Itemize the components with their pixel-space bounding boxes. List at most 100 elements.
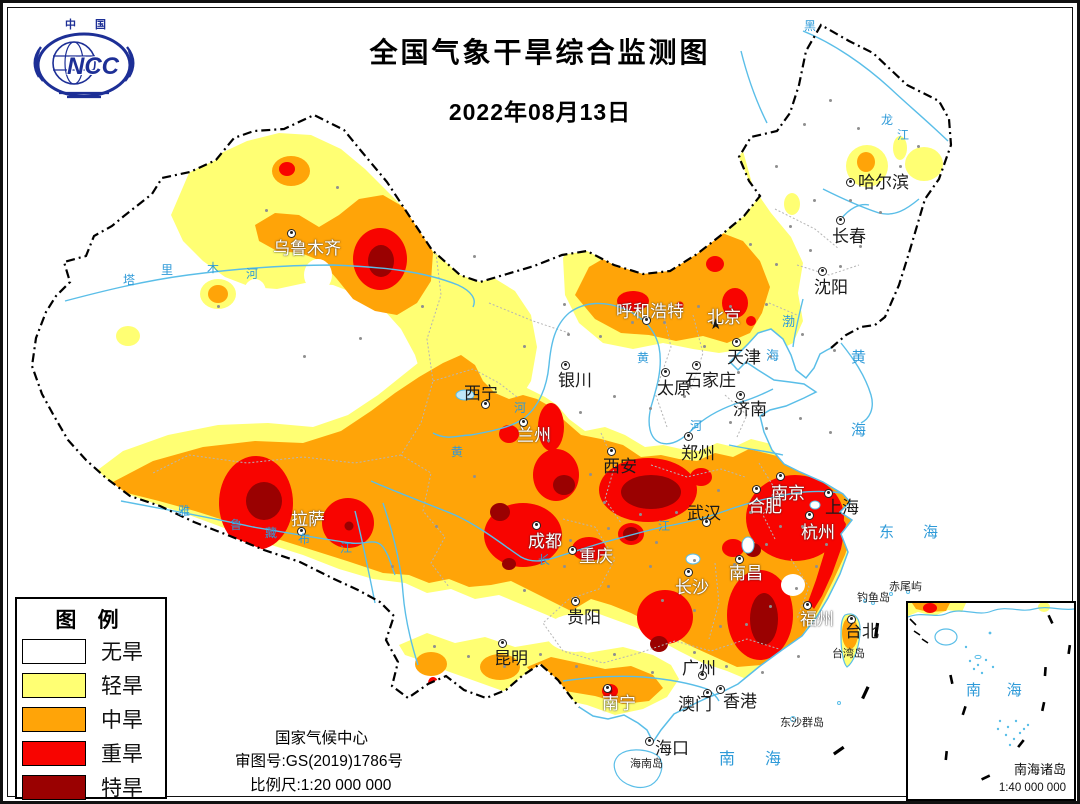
argun-river [740,50,768,124]
city-marker-南昌 [735,555,744,564]
town-dot-79 [917,145,920,148]
city-marker-天津 [732,338,741,347]
town-dot-24 [769,605,772,608]
city-label-上海: 上海 [825,498,859,517]
town-dot-67 [663,321,666,324]
town-dot-21 [693,609,696,612]
town-dot-85 [775,263,778,266]
legend-label-moderate: 中旱 [101,708,143,732]
city-marker-合肥 [752,485,761,494]
city-marker-广州 [698,671,707,680]
footer-org: 国家气候中心 [275,730,369,747]
town-dot-46 [575,665,578,668]
river-label-char-3: 河 [246,267,259,281]
city-label-太原: 太原 [657,379,691,398]
city-label-福州: 福州 [800,610,834,629]
city-marker-昆明 [498,639,507,648]
town-dot-35 [693,559,696,562]
legend-label-extreme: 特旱 [101,776,143,800]
town-dot-82 [803,123,806,126]
river-label-char-16: 龙 [881,113,894,127]
city-label-兰州: 兰州 [517,426,551,445]
town-dot-45 [613,653,616,656]
songhua-river [822,188,920,215]
city-label-郑州: 郑州 [681,444,715,463]
town-dot-23 [745,623,748,626]
city-marker-dot [664,370,667,374]
city-marker-dot [755,487,758,491]
city-label-银川: 银川 [558,371,592,390]
yellow-river [470,302,774,445]
yangtze-river [370,480,842,562]
footer-scale: 比例尺:1:20 000 000 [250,776,392,794]
city-marker-dot [701,673,704,677]
city-marker-dot [522,420,525,424]
town-dot-63 [833,349,836,352]
town-dot-16 [563,565,566,568]
city-label-长春: 长春 [832,227,866,246]
city-label-成都: 成都 [528,532,562,551]
city-label-南昌: 南昌 [729,564,763,583]
river-label-char-5: 河 [514,401,527,415]
city-marker-dot [735,340,738,344]
town-dot-44 [651,671,654,674]
city-marker-重庆 [568,546,577,555]
town-dot-38 [801,525,804,528]
legend-swatch-none [22,638,86,664]
town-dot-17 [523,589,526,592]
city-label-武汉: 武汉 [687,504,721,523]
river-label-char-8: 长 [538,553,551,567]
legend-label-light: 轻旱 [101,674,143,698]
sea-label-char-4: 东 [879,525,895,541]
river-label-char-11: 鲁 [230,518,243,532]
city-label-沈阳: 沈阳 [814,278,848,297]
city-marker-福州 [803,601,812,610]
town-dot-55 [683,395,686,398]
town-dot-69 [599,335,602,338]
town-dot-75 [813,199,816,202]
river-label-char-14: 江 [340,541,353,555]
footer-block: 国家气候中心 审图号:GS(2019)1786号 比例尺:1:20 000 00… [235,727,403,797]
city-marker-兰州 [519,418,528,427]
town-dot-84 [749,243,752,246]
city-marker-dot [706,691,709,695]
city-marker-dot [687,434,690,438]
city-label-天津: 天津 [727,348,761,367]
town-dot-76 [789,225,792,228]
city-label-南宁: 南宁 [602,694,636,713]
yarlung-river [120,500,396,576]
inset-coastline [908,606,1074,618]
city-marker-dot [610,449,613,453]
town-dot-53 [799,417,802,420]
river-label-char-9: 江 [658,519,671,533]
town-dot-37 [765,543,768,546]
city-label-西宁: 西宁 [464,384,498,403]
town-dot-83 [775,165,778,168]
island-label-海南岛: 海南岛 [630,758,663,770]
legend-label-severe: 重旱 [101,742,143,766]
city-marker-南宁 [603,684,612,693]
south-china-sea-inset: 南 海 南海诸岛 1:40 000 000 [906,601,1076,801]
city-marker-成都 [532,521,541,530]
town-dot-2 [336,186,339,189]
city-marker-石家庄 [692,361,701,370]
town-dot-12 [455,449,458,452]
town-dot-80 [857,127,860,130]
hainan-island [613,749,663,788]
country-border [30,23,953,708]
city-label-石家庄: 石家庄 [685,371,736,390]
town-dot-43 [797,655,800,658]
town-dot-64 [765,303,768,306]
city-label-广州: 广州 [682,659,716,678]
town-dot-51 [729,421,732,424]
town-dot-72 [859,245,862,248]
river-label-char-17: 江 [897,128,910,142]
town-dot-68 [631,321,634,324]
river-label-char-0: 塔 [123,273,136,287]
town-dot-50 [433,645,436,648]
town-dot-3 [359,337,362,340]
city-marker-dot [687,570,690,574]
small-islands [790,590,923,722]
town-dot-47 [539,653,542,656]
city-marker-dot [850,617,853,621]
